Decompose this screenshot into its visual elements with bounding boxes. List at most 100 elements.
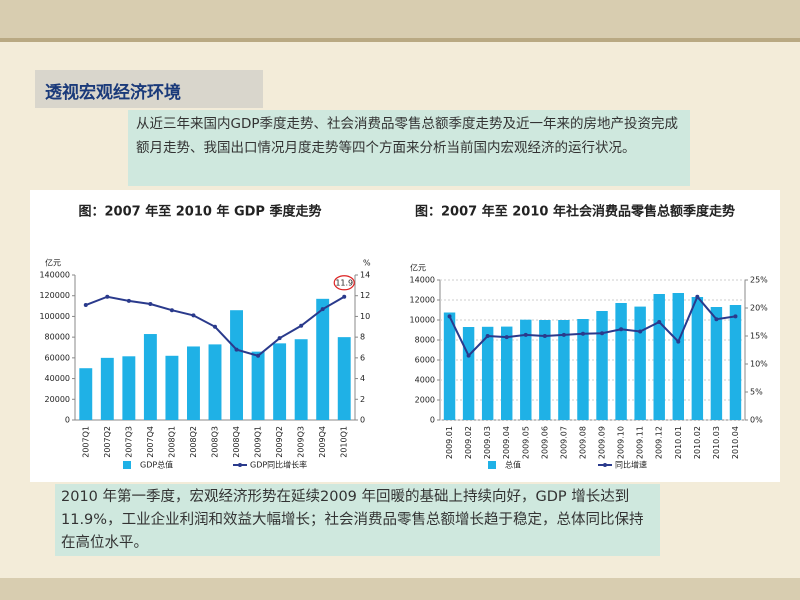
y-tick-label: 0 (430, 416, 435, 425)
y-tick-label: 4000 (415, 376, 435, 385)
line-marker (638, 329, 643, 334)
y-tick-label: 0 (65, 416, 70, 425)
top-border-line (0, 38, 800, 42)
x-tick-label: 2009.06 (540, 426, 549, 459)
y-tick-label: 60000 (45, 353, 70, 362)
x-tick-label: 2010Q1 (340, 426, 349, 458)
legend-label: GDP同比增长率 (250, 460, 307, 470)
x-tick-label: 2010.04 (731, 426, 740, 459)
bar (462, 327, 475, 420)
y2-tick-label: 25% (750, 276, 768, 285)
bar (634, 306, 646, 420)
line-marker (342, 294, 347, 299)
bar (337, 337, 351, 420)
chart-title: 图：2007 年至 2010 年 GDP 季度走势 (79, 204, 322, 220)
bar (230, 310, 243, 420)
x-tick-label: 2009.07 (559, 426, 568, 459)
y2-tick-label: 14 (360, 271, 370, 280)
bar (710, 307, 723, 420)
line-marker (600, 331, 605, 336)
y2-tick-label: 10 (360, 312, 370, 321)
x-tick-label: 2008Q3 (211, 426, 220, 458)
summary-text: 2010 年第一季度，宏观经济形势在延续2009 年回暖的基础上持续向好，GDP… (55, 484, 660, 556)
bar (596, 311, 608, 420)
x-tick-label: 2007Q1 (81, 426, 90, 458)
line-marker (580, 331, 585, 336)
x-tick-label: 2008Q2 (189, 426, 198, 458)
intro-text: 从近三年来国内GDP季度走势、社会消费品零售总额季度走势及近一年来的房地产投资完… (128, 110, 690, 186)
y2-tick-label: 0% (750, 416, 763, 425)
x-tick-label: 2009Q4 (318, 426, 327, 458)
bar (294, 339, 308, 420)
bar (165, 355, 179, 420)
x-tick-label: 2009.11 (636, 426, 645, 459)
x-tick-label: 2009.09 (598, 426, 607, 459)
x-tick-label: 2007Q2 (103, 426, 112, 458)
chart-panel (30, 190, 780, 482)
line-marker (320, 307, 325, 312)
x-tick-label: 2009.04 (502, 426, 511, 459)
y2-tick-label: 15% (750, 332, 768, 341)
chart-title: 图：2007 年至 2010 年社会消费品零售总额季度走势 (415, 204, 735, 220)
y-axis-label: 亿元 (45, 258, 61, 268)
x-tick-label: 2007Q3 (124, 426, 133, 458)
line-marker (169, 308, 174, 313)
legend-marker (603, 463, 607, 467)
line-marker (191, 313, 196, 318)
x-tick-label: 2009Q1 (254, 426, 263, 458)
bar (672, 293, 684, 420)
x-tick-label: 2008Q4 (232, 426, 241, 458)
legend-swatch (488, 461, 496, 469)
y-tick-label: 80000 (45, 333, 70, 342)
line-marker (234, 347, 239, 352)
bar (208, 344, 222, 420)
line-marker (83, 303, 88, 308)
bar (539, 320, 551, 420)
line-marker (105, 294, 110, 299)
x-tick-label: 2009.01 (445, 426, 454, 459)
bar (653, 294, 665, 420)
bar (79, 368, 93, 420)
line-marker (561, 332, 566, 337)
y2-tick-label: 12 (360, 291, 370, 300)
legend-swatch (123, 461, 131, 469)
bar (520, 319, 532, 420)
y-tick-label: 20000 (45, 395, 70, 404)
series-line (448, 294, 736, 358)
legend-marker (238, 463, 242, 467)
x-tick-label: 2010.02 (693, 426, 702, 459)
y-tick-label: 100000 (39, 312, 70, 321)
line-marker (277, 336, 282, 341)
x-tick-label: 2009Q3 (297, 426, 306, 458)
bar (100, 357, 114, 420)
x-tick-label: 2009.02 (464, 426, 473, 459)
y2-tick-label: 2 (360, 395, 365, 404)
y-tick-label: 14000 (410, 276, 435, 285)
x-tick-label: 2009.03 (483, 426, 492, 459)
line-marker (485, 334, 490, 338)
y-axis-label: 亿元 (410, 263, 426, 273)
line-marker (504, 335, 509, 340)
bar (691, 297, 704, 420)
line-marker (447, 314, 452, 319)
y-tick-label: 120000 (39, 291, 70, 300)
bar (187, 346, 200, 420)
line-marker (676, 339, 681, 344)
legend-label: 同比增速 (615, 460, 647, 470)
y-tick-label: 10000 (410, 316, 435, 325)
line-marker (542, 334, 547, 338)
bar (481, 326, 494, 420)
y2-axis-label: % (363, 259, 371, 268)
bar (443, 312, 456, 420)
line-marker (619, 327, 624, 332)
bar (577, 319, 589, 420)
x-tick-label: 2010.03 (712, 426, 721, 459)
line-marker (213, 324, 217, 329)
y2-tick-label: 5% (750, 388, 763, 397)
bar (251, 351, 265, 420)
y-tick-label: 8000 (415, 336, 435, 345)
line-marker (466, 353, 471, 358)
legend-label: GDP总值 (140, 460, 173, 470)
line-marker (148, 302, 153, 306)
